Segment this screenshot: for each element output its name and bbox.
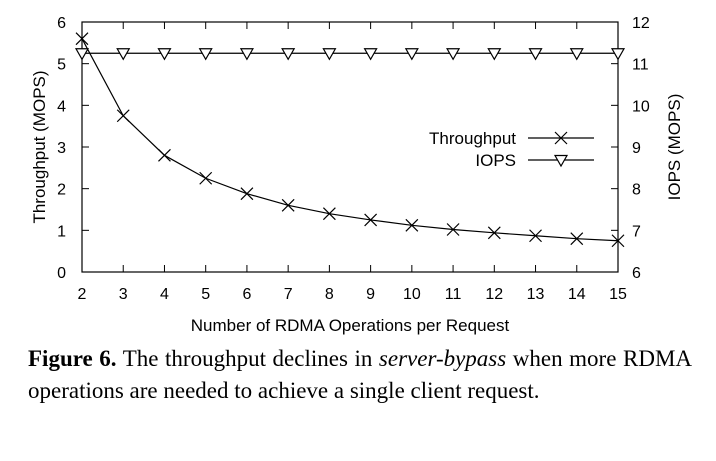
data-point — [116, 109, 130, 123]
series-throughput — [75, 32, 625, 248]
y2-tick-label: 6 — [632, 265, 641, 282]
caption-text-before: The throughput declines in — [116, 346, 379, 371]
y2-axis-label: IOPS (MOPS) — [665, 94, 684, 201]
legend-marker — [554, 131, 568, 145]
data-point — [74, 48, 90, 61]
data-point — [158, 148, 171, 162]
data-point — [404, 48, 419, 61]
x-tick-label: 13 — [527, 286, 545, 303]
data-point — [487, 48, 502, 61]
data-point — [199, 171, 213, 185]
x-tick-label: 10 — [403, 286, 421, 303]
x-tick-label: 2 — [78, 286, 87, 303]
y-axis-label: Throughput (MOPS) — [30, 70, 49, 223]
x-tick-label: 15 — [609, 286, 627, 303]
legend-label: Throughput — [429, 129, 516, 148]
data-point — [569, 48, 584, 61]
y2-tick-label: 7 — [632, 223, 641, 240]
data-point — [529, 229, 542, 243]
data-point — [281, 48, 296, 61]
x-axis-label: Number of RDMA Operations per Request — [191, 316, 510, 335]
x-tick-label: 12 — [485, 286, 503, 303]
caption-text-after: when more RDMA operations are needed to … — [28, 346, 693, 403]
series-iops — [74, 48, 626, 61]
legend: Throughput IOPS — [429, 129, 594, 170]
x-tick-label: 7 — [284, 286, 293, 303]
data-point — [610, 48, 626, 61]
y-tick-label: 6 — [57, 15, 66, 32]
legend-marker — [553, 154, 569, 168]
data-point — [446, 48, 461, 61]
data-point — [405, 218, 419, 232]
x-tick-label: 14 — [568, 286, 586, 303]
x-tick-label: 8 — [325, 286, 334, 303]
y-tick-label: 3 — [57, 140, 66, 157]
data-point — [570, 232, 584, 246]
caption-emphasis: server-bypass — [378, 346, 507, 371]
data-point — [446, 223, 460, 236]
data-point — [528, 48, 543, 61]
data-point — [322, 207, 336, 221]
y-tick-label: 5 — [57, 57, 66, 74]
data-point — [364, 213, 378, 227]
x-tick-label: 11 — [445, 286, 462, 303]
y-tick-label: 1 — [57, 223, 66, 240]
y-tick-label: 0 — [57, 265, 66, 282]
y2-tick-label: 11 — [632, 57, 649, 74]
data-point — [322, 48, 337, 61]
ticks — [81, 21, 619, 273]
series-layer — [74, 32, 626, 248]
y-tick-label: 4 — [57, 98, 66, 115]
data-point — [363, 48, 378, 61]
data-point — [240, 187, 254, 201]
series-line — [81, 38, 619, 242]
x-tick-label: 9 — [366, 286, 375, 303]
data-point — [116, 48, 131, 61]
data-point — [487, 226, 501, 240]
legend-label: IOPS — [475, 151, 516, 170]
y-tick-label: 2 — [57, 182, 66, 199]
data-point — [611, 234, 625, 248]
data-point — [75, 32, 89, 46]
y2-tick-label: 8 — [632, 182, 641, 199]
y2-tick-label: 9 — [632, 140, 641, 157]
x-tick-label: 6 — [242, 286, 251, 303]
x-tick-label: 4 — [160, 286, 169, 303]
figure-caption: Figure 6. The throughput declines in ser… — [28, 343, 692, 407]
x-tick-label: 5 — [201, 286, 210, 303]
data-point — [281, 198, 295, 212]
caption-label: Figure 6. — [28, 346, 117, 371]
x-tick-label: 3 — [119, 286, 128, 303]
y2-tick-label: 10 — [632, 98, 650, 115]
data-point — [239, 48, 254, 61]
data-point — [157, 48, 172, 61]
y2-tick-label: 12 — [632, 15, 650, 32]
data-point — [198, 48, 213, 61]
